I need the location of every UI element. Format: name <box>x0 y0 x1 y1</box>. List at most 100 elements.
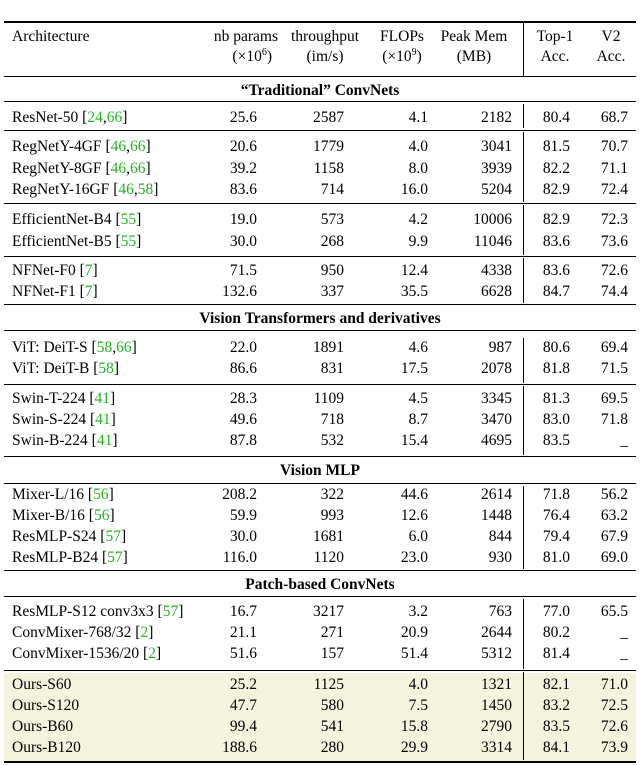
cell-params: 116.0 <box>222 549 257 566</box>
citation-link[interactable]: 58 <box>98 360 114 377</box>
row-architecture: RegNetY-16GF [46,58] <box>12 181 159 198</box>
row-architecture: ConvMixer-1536/20 [2] <box>12 645 162 662</box>
section-patch-based-convnets: Patch-based ConvNets <box>245 576 395 593</box>
citation-link[interactable]: 56 <box>93 486 109 503</box>
cell-throughput: 268 <box>320 233 344 250</box>
architecture-name: ResMLP-S24 <box>12 528 101 545</box>
ours-highlight <box>4 673 636 761</box>
architecture-name: Ours-S120 <box>12 697 80 714</box>
cell-throughput: 1125 <box>313 676 344 693</box>
cell-top1: 76.4 <box>542 507 570 524</box>
cell-mem: 11046 <box>473 233 512 250</box>
cell-mem: 763 <box>488 603 512 620</box>
citation-link[interactable]: 57 <box>105 528 121 545</box>
cell-v2: 72.6 <box>600 718 628 735</box>
cell-v2: 65.5 <box>600 603 628 620</box>
citation-link[interactable]: 55 <box>120 211 137 228</box>
cell-throughput: 532 <box>320 432 344 449</box>
header-mem: Peak Mem <box>440 28 508 45</box>
citation-link[interactable]: 66 <box>116 339 132 356</box>
section-rule <box>4 596 636 597</box>
row-architecture: EfficientNet-B5 [55] <box>12 233 142 250</box>
citation-link[interactable]: 57 <box>162 603 179 620</box>
cell-throughput: 271 <box>320 624 344 641</box>
architecture-name: Swin-S-224 <box>12 411 90 428</box>
row-architecture: ResNet-50 [24,66] <box>12 109 128 126</box>
group-rule <box>4 570 636 571</box>
citation-link[interactable]: 2 <box>148 645 156 662</box>
citation-link[interactable]: 2 <box>140 624 149 641</box>
architecture-name: ViT: DeiT-B <box>12 360 94 377</box>
cell-flops: 17.5 <box>400 360 428 377</box>
column-divider <box>523 104 524 128</box>
citation-link[interactable]: 41 <box>94 390 111 407</box>
cell-v2: 68.7 <box>600 109 628 126</box>
cell-mem: 3041 <box>481 138 512 155</box>
citation-link[interactable]: 56 <box>93 507 110 524</box>
row-architecture: ResMLP-S24 [57] <box>12 528 127 545</box>
cell-top1: 83.6 <box>542 233 570 250</box>
citation-link[interactable]: 46 <box>110 138 127 155</box>
citation-link[interactable]: 7 <box>84 262 93 279</box>
cell-throughput: 1681 <box>313 528 344 545</box>
cell-params: 86.6 <box>229 360 257 377</box>
cell-mem: 10006 <box>473 211 512 228</box>
cell-mem: 844 <box>488 528 512 545</box>
cell-mem: 1321 <box>481 676 512 693</box>
group-rule <box>4 203 636 204</box>
cell-top1: 80.4 <box>542 109 570 126</box>
row-architecture: Ours-S60 <box>12 676 71 694</box>
cell-throughput: 322 <box>320 486 344 503</box>
cell-v2: _ <box>620 645 628 662</box>
citation-link[interactable]: 7 <box>84 283 93 300</box>
cell-throughput: 1891 <box>313 339 344 356</box>
architecture-name: Swin-T-224 <box>12 390 90 407</box>
cell-throughput: 993 <box>320 507 344 524</box>
citation-link[interactable]: 41 <box>96 432 113 449</box>
row-architecture: ResMLP-B24 [57] <box>12 549 128 566</box>
row-architecture: EfficientNet-B4 [55] <box>12 211 142 228</box>
citation-link[interactable]: 66 <box>129 160 146 177</box>
citation-link[interactable]: 41 <box>95 411 111 428</box>
citation-link[interactable]: 58 <box>137 181 154 198</box>
cell-mem: 2182 <box>481 109 512 126</box>
row-architecture: RegNetY-8GF [46,66] <box>12 160 151 177</box>
cell-v2: 69.5 <box>600 390 628 407</box>
cell-top1: 82.9 <box>542 211 570 228</box>
row-architecture: Swin-B-224 [41] <box>12 432 118 449</box>
cell-params: 39.2 <box>229 160 257 177</box>
citation-link[interactable]: 46 <box>118 181 134 198</box>
cell-params: 83.6 <box>229 181 257 198</box>
section-rule <box>4 483 636 484</box>
citation-link[interactable]: 57 <box>107 549 123 566</box>
cell-flops: 44.6 <box>400 486 428 503</box>
architecture-name: Ours-B120 <box>12 739 81 756</box>
section-rule <box>4 101 636 102</box>
cell-top1: 83.0 <box>542 411 570 428</box>
cell-flops: 6.0 <box>408 528 428 545</box>
header-architecture: Architecture <box>12 28 90 45</box>
section-vision-mlp: Vision MLP <box>280 462 360 479</box>
architecture-name: RegNetY-16GF <box>12 181 114 198</box>
bottom-rule <box>4 761 636 763</box>
cell-mem: 1448 <box>481 507 512 524</box>
header-throughput: throughput <box>290 28 360 45</box>
citation-link[interactable]: 66 <box>106 109 123 126</box>
cell-top1: 82.1 <box>542 676 570 693</box>
citation-link[interactable]: 46 <box>110 160 127 177</box>
architecture-name: Ours-B60 <box>12 718 74 735</box>
cell-flops: 8.0 <box>408 160 428 177</box>
cell-mem: 3345 <box>481 390 512 407</box>
cell-top1: 80.2 <box>542 624 570 641</box>
cell-mem: 930 <box>488 549 512 566</box>
cell-throughput: 714 <box>320 181 344 198</box>
cell-mem: 1450 <box>481 697 512 714</box>
citation-link[interactable]: 66 <box>129 138 146 155</box>
citation-link[interactable]: 58 <box>96 339 113 356</box>
group-rule <box>4 130 636 131</box>
cell-params: 28.3 <box>229 390 257 407</box>
citation-link[interactable]: 24 <box>87 109 103 126</box>
cell-flops: 20.9 <box>400 624 428 641</box>
citation-link[interactable]: 55 <box>120 233 137 250</box>
cell-params: 99.4 <box>229 718 257 735</box>
